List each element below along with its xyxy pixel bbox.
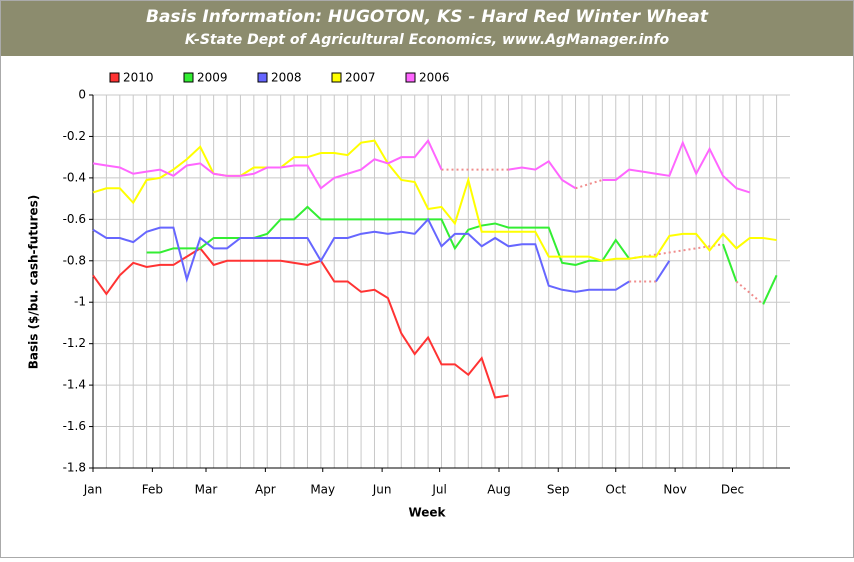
y-tick-label: -1.2 (63, 336, 86, 350)
series-line (92, 217, 630, 293)
x-tick-label: Apr (255, 483, 276, 497)
legend-label: 2008 (271, 71, 302, 85)
x-tick-label: Feb (142, 483, 163, 497)
legend-swatch (405, 72, 416, 83)
y-tick-label: -1.8 (63, 461, 86, 475)
x-tick-label: Jun (372, 483, 392, 497)
series-line (655, 260, 671, 283)
y-tick-label: -0.4 (63, 170, 86, 184)
y-tick-label: -0.2 (63, 129, 86, 143)
y-tick-label: 0 (78, 88, 86, 102)
y-tick-label: -0.6 (63, 212, 86, 226)
x-tick-label: Oct (605, 483, 626, 497)
series-line (146, 205, 630, 266)
x-tick-label: Aug (487, 483, 510, 497)
x-axis-label: Week (408, 506, 446, 520)
series-line (508, 159, 577, 190)
legend-swatch (109, 72, 120, 83)
y-tick-label: -1 (74, 295, 86, 309)
series-line (92, 138, 443, 190)
x-tick-label: May (310, 483, 335, 497)
title-bar (1, 1, 853, 56)
x-tick-label: Mar (195, 483, 218, 497)
legend-label: 2010 (123, 71, 154, 85)
x-tick-label: Jul (431, 483, 446, 497)
y-axis-label: Basis ($/bu. cash-futures) (27, 195, 41, 370)
legend-swatch (257, 72, 268, 83)
series-line (762, 274, 778, 305)
legend-label: 2009 (197, 71, 228, 85)
y-tick-label: -0.8 (63, 253, 86, 267)
legend-label: 2007 (345, 71, 376, 85)
y-tick-label: -1.6 (63, 419, 86, 433)
x-tick-label: Sep (547, 483, 570, 497)
series-line (92, 247, 509, 399)
chart-subtitle: K-State Dept of Agricultural Economics, … (185, 32, 670, 48)
gap-connector (735, 280, 764, 306)
series-line (92, 139, 777, 262)
series-line (722, 243, 738, 282)
x-tick-label: Dec (721, 483, 744, 497)
legend-swatch (183, 72, 194, 83)
legend-label: 2006 (419, 71, 450, 85)
y-tick-label: -1.4 (63, 378, 86, 392)
legend-swatch (331, 72, 342, 83)
chart-title: Basis Information: HUGOTON, KS - Hard Re… (146, 7, 709, 27)
x-tick-label: Jan (83, 483, 103, 497)
series-line (602, 140, 751, 194)
x-tick-label: Nov (663, 483, 686, 497)
